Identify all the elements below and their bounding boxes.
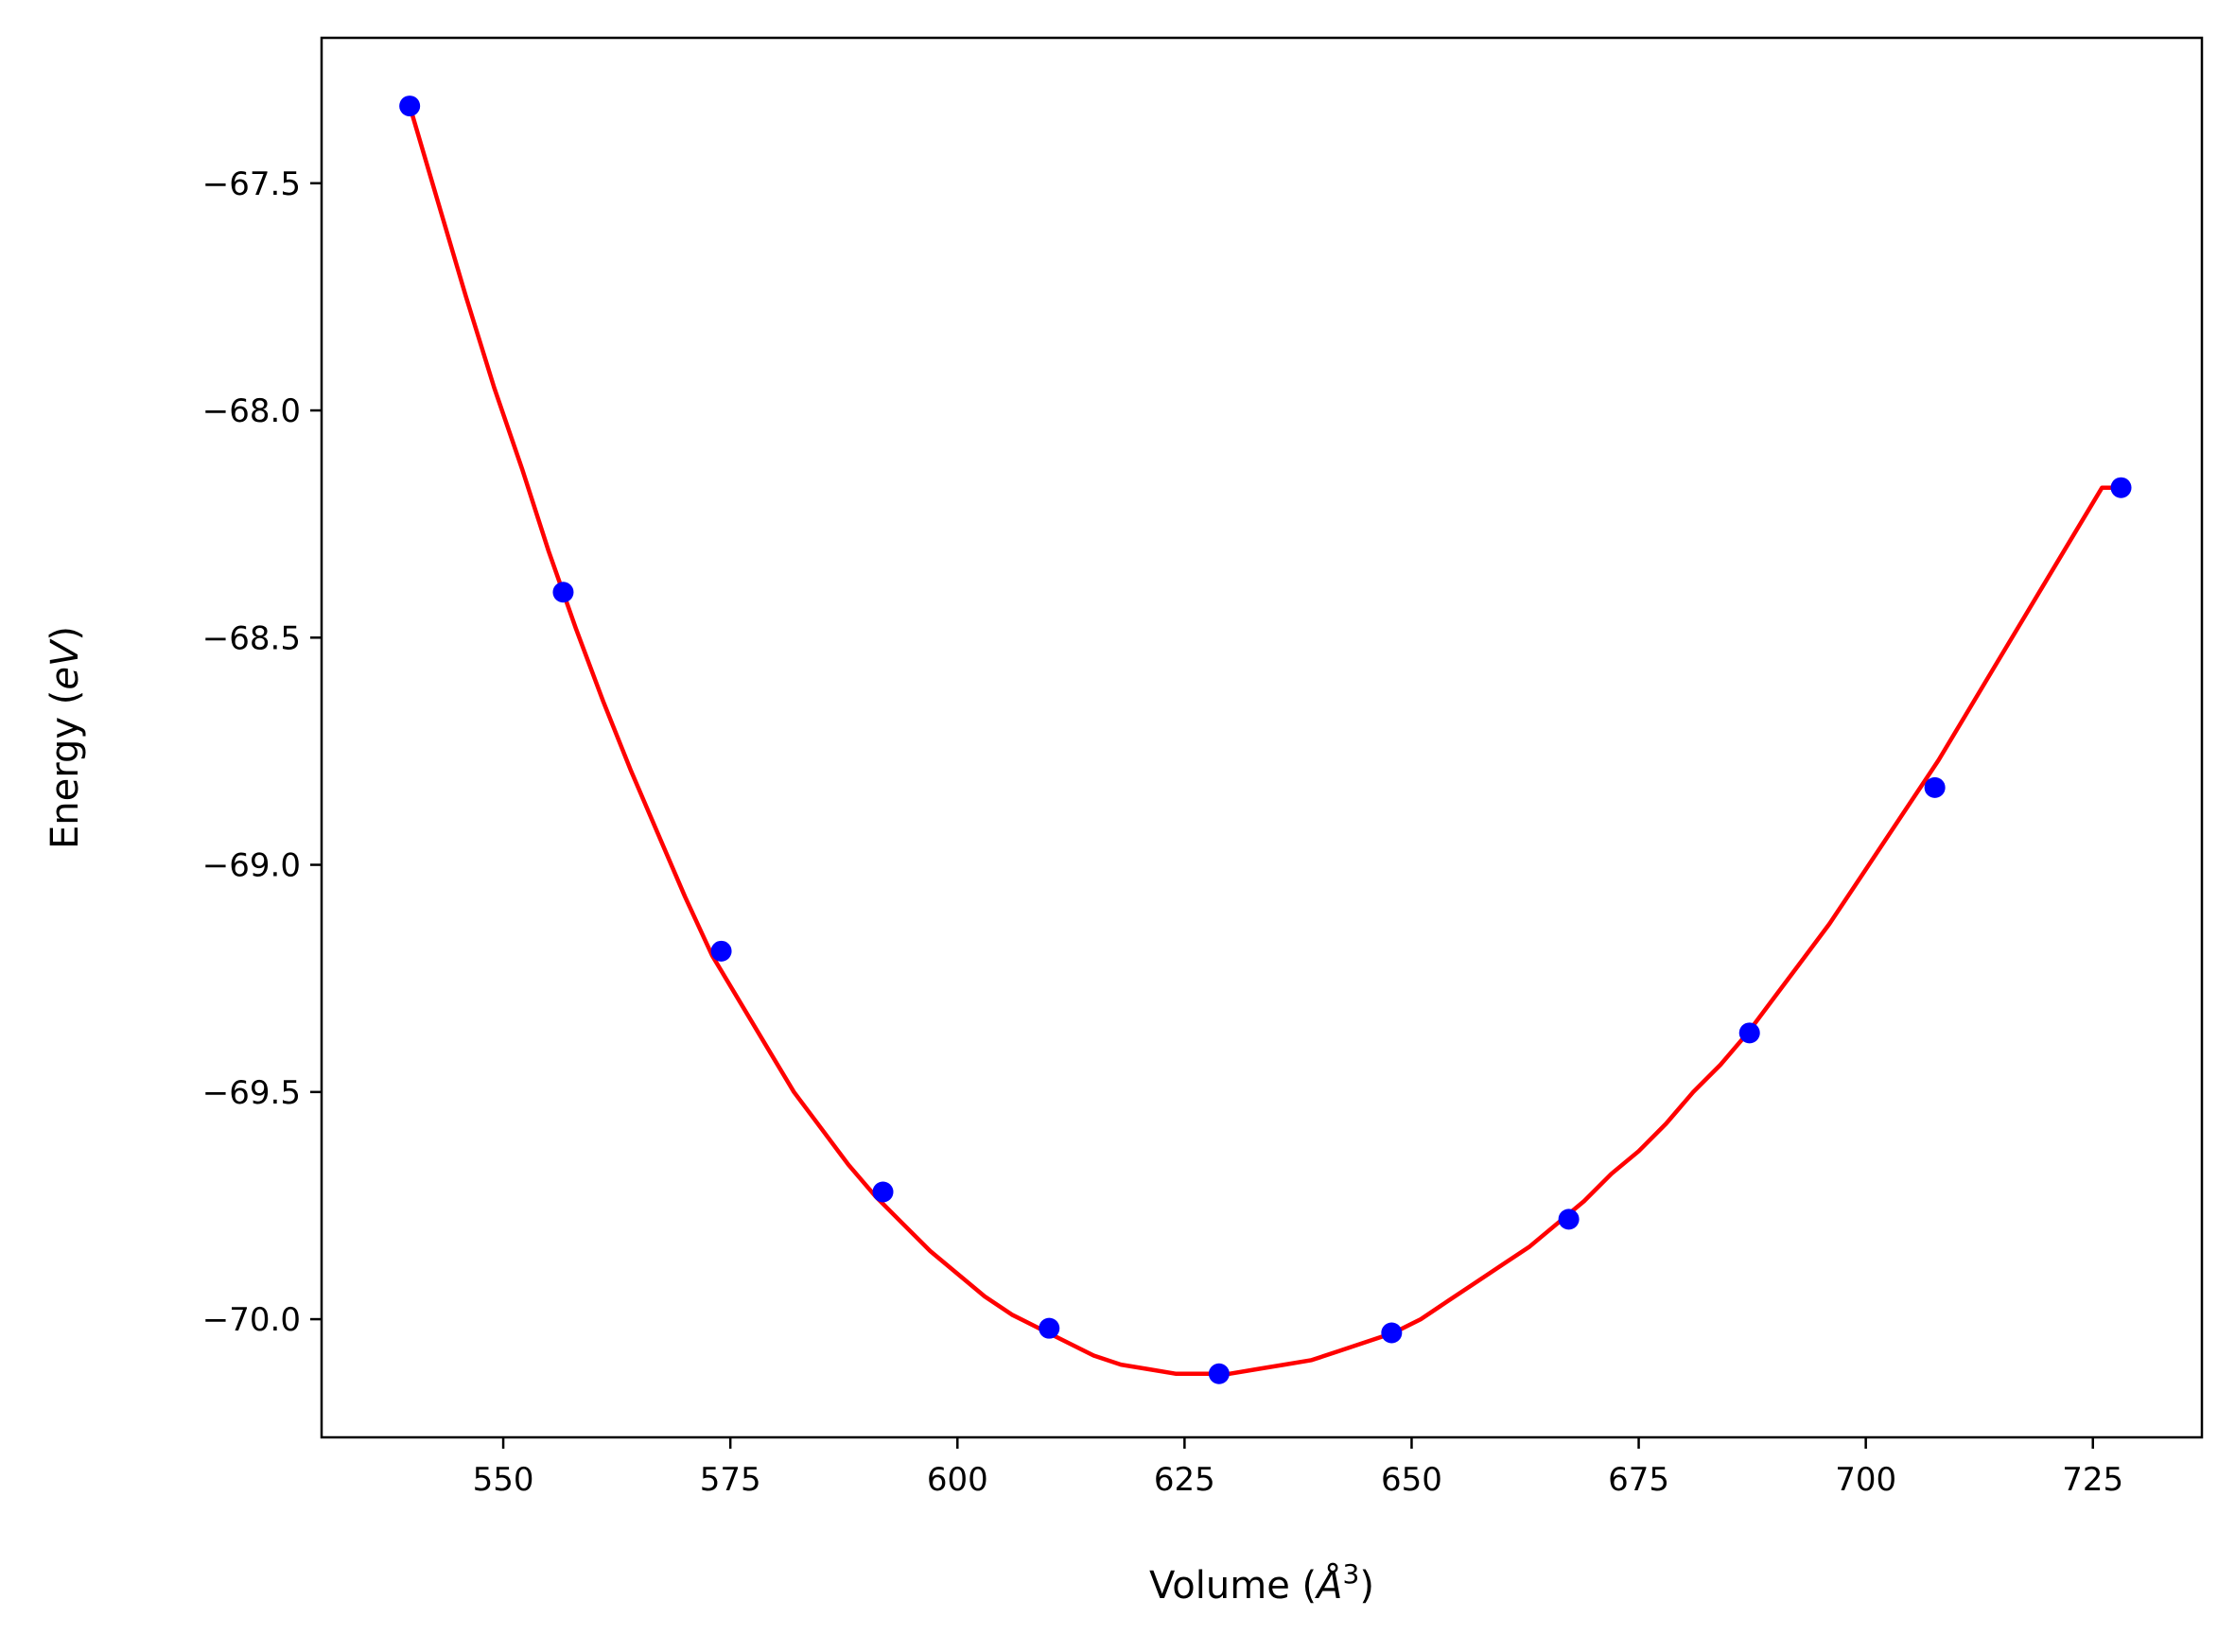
data-point [2110, 477, 2132, 498]
y-tick-label: −68.5 [202, 619, 301, 657]
x-tick-label: 675 [1608, 1461, 1669, 1499]
data-point [1924, 776, 1946, 798]
y-tick-label: −70.0 [202, 1301, 301, 1339]
x-tick-label: 575 [700, 1461, 761, 1499]
x-tick-label: 700 [1835, 1461, 1896, 1499]
x-tick-label: 725 [2062, 1461, 2123, 1499]
plot-frame [320, 36, 2204, 1439]
y-tick-label: −69.5 [202, 1074, 301, 1112]
x-tick-label: 550 [473, 1461, 534, 1499]
data-point [399, 96, 421, 117]
x-axis-ticks: 550 575 600 625 650 675 700 725 [473, 1437, 2123, 1499]
data-point [872, 1181, 894, 1203]
data-point [1039, 1317, 1060, 1339]
data-point [710, 940, 732, 962]
y-tick-label: −67.5 [202, 165, 301, 203]
fit-curve [407, 103, 2123, 1376]
data-point [1558, 1209, 1580, 1230]
y-tick-label: −68.0 [202, 392, 301, 430]
data-point [1381, 1322, 1403, 1344]
y-tick-label: −69.0 [202, 847, 301, 885]
y-axis-ticks: −70.0 −69.5 −69.0 −68.5 −68.0 −67.5 [202, 165, 322, 1339]
data-point [552, 582, 574, 603]
data-point [1208, 1363, 1230, 1384]
x-tick-label: 650 [1381, 1461, 1442, 1499]
data-point [1738, 1022, 1760, 1044]
x-tick-label: 625 [1154, 1461, 1215, 1499]
x-axis-label: Volume (Å3) [1149, 1558, 1374, 1608]
x-tick-label: 600 [927, 1461, 988, 1499]
plot-layer [399, 96, 2132, 1384]
y-axis-label: Energy (eV) [44, 626, 87, 849]
